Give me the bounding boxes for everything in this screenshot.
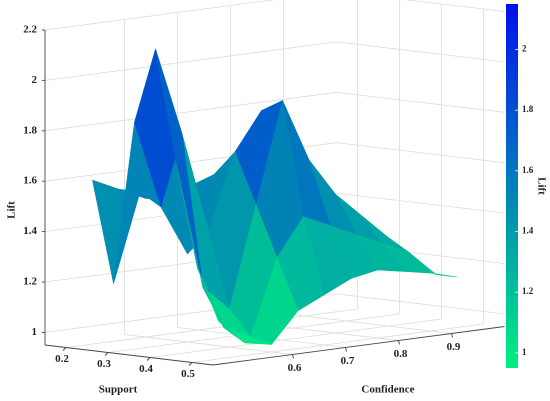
- y-axis-label: Confidence: [361, 384, 414, 396]
- z-tick-label: 1.8: [23, 124, 37, 136]
- x-axis-label: Support: [99, 384, 138, 396]
- z-tick-label: 1.4: [23, 225, 37, 237]
- y-tick: [398, 340, 400, 345]
- y-tick-label: 0.7: [341, 355, 355, 367]
- grid-line: [336, 91, 505, 113]
- z-tick-label: 2: [32, 74, 38, 86]
- colorbar-tick-label: 1.2: [522, 286, 534, 296]
- grid-line: [283, 313, 452, 334]
- y-tick-label: 0.9: [447, 341, 461, 353]
- grid-line: [44, 0, 276, 31]
- x-axis: [44, 344, 214, 366]
- grid-line: [336, 142, 505, 164]
- x-tick-label: 0.4: [139, 363, 153, 375]
- grid-line: [65, 308, 358, 348]
- y-tick-label: 0.6: [288, 362, 302, 374]
- colorbar-tick-label: 2: [522, 44, 527, 54]
- z-tick-label: 1.6: [23, 175, 37, 187]
- y-tick: [292, 354, 294, 359]
- x-tick: [146, 357, 151, 361]
- y-tick: [345, 347, 347, 352]
- x-tick-label: 0.2: [55, 353, 69, 365]
- y-axis: [212, 326, 505, 366]
- colorbar-tick-label: 1: [522, 347, 527, 357]
- grid-line: [404, 0, 505, 12]
- colorbar-label: Lift: [535, 177, 547, 195]
- grid-line: [44, 91, 337, 132]
- y-tick: [451, 333, 453, 338]
- x-tick: [188, 362, 193, 366]
- grid-line: [336, 41, 505, 63]
- grid-line: [336, 192, 505, 214]
- grid-line: [191, 323, 484, 363]
- z-tick-label: 2.2: [23, 24, 37, 36]
- x-tick: [104, 352, 109, 356]
- z-axis-label: Lift: [6, 201, 18, 219]
- y-tick-label: 0.8: [394, 348, 408, 360]
- x-tick-label: 0.5: [181, 368, 195, 380]
- z-tick-label: 1.2: [23, 276, 37, 288]
- grid-line: [149, 318, 442, 358]
- x-tick-label: 0.3: [97, 358, 111, 370]
- surface-patch: [197, 267, 246, 344]
- colorbar-tick-label: 1.4: [522, 226, 534, 236]
- grid-line: [124, 334, 293, 355]
- x-tick: [62, 347, 67, 351]
- grid-line: [44, 41, 337, 81]
- grid-line: [336, 293, 505, 315]
- colorbar-tick-label: 1.6: [522, 165, 534, 175]
- colorbar-tick-label: 1.8: [522, 104, 534, 114]
- z-tick-label: 1: [32, 326, 38, 338]
- colorbar: [506, 4, 518, 368]
